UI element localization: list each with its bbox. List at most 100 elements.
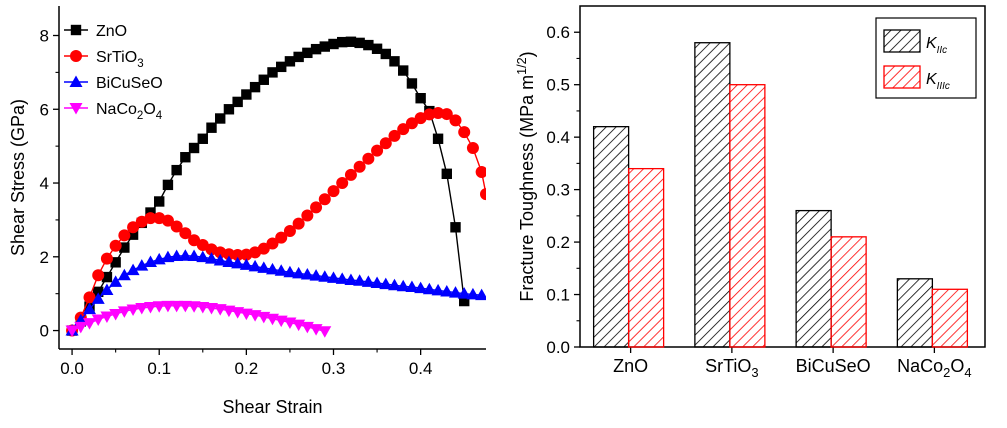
data-point — [161, 214, 174, 227]
legend-item: NaCo2O4 — [64, 101, 163, 122]
data-point — [449, 114, 462, 127]
category-label: BiCuSeO — [796, 356, 871, 376]
data-point — [353, 274, 367, 286]
data-point — [196, 250, 210, 263]
legend-label-base: ZnO — [96, 23, 127, 40]
x-axis-title: Shear Strain — [222, 397, 322, 417]
category-label-sub2: 4 — [964, 365, 971, 380]
data-point — [440, 108, 453, 121]
y-tick-label: 2 — [40, 248, 49, 267]
data-point — [83, 302, 96, 315]
data-point — [249, 81, 261, 93]
series-naco2o4 — [65, 300, 332, 338]
data-point — [318, 326, 332, 338]
data-point — [239, 258, 253, 270]
data-point — [459, 295, 470, 307]
category-label: SrTiO3 — [705, 356, 759, 380]
legend-label: KIIIc — [926, 71, 950, 92]
bar-kiiic — [830, 236, 867, 348]
legend-marker — [70, 50, 82, 62]
legend-label: SrTiO3 — [96, 49, 144, 70]
data-point — [135, 259, 149, 271]
category-label-sub: 2 — [943, 365, 950, 380]
data-point — [302, 47, 313, 59]
data-point — [361, 275, 375, 287]
data-point — [398, 65, 409, 76]
data-point — [319, 41, 330, 52]
y-tick-label: 0.4 — [546, 128, 570, 147]
data-point — [223, 104, 235, 115]
data-point — [475, 165, 486, 178]
series-srtio3 — [66, 106, 486, 337]
data-point — [258, 74, 269, 85]
data-point — [135, 303, 149, 315]
category-label-tail: O — [950, 356, 964, 376]
data-point — [370, 276, 384, 288]
legend-label-sub: IIc — [937, 45, 948, 56]
data-point — [466, 141, 479, 154]
data-point — [300, 267, 314, 280]
legend-item: KIIIc — [883, 65, 950, 92]
data-point — [335, 272, 349, 284]
data-point — [100, 283, 114, 295]
bar-kiiic — [627, 167, 665, 348]
data-point — [344, 273, 358, 286]
data-point — [432, 133, 444, 144]
legend-label-base: NaCo — [96, 101, 137, 118]
legend-marker — [69, 75, 83, 87]
data-point — [310, 43, 322, 55]
x-tick-label: 0.3 — [322, 359, 346, 378]
legend-label-base: K — [926, 71, 938, 88]
data-point — [170, 300, 184, 313]
plot-frame — [579, 5, 986, 348]
data-point — [371, 43, 383, 54]
y-tick-label: 0.3 — [546, 181, 570, 200]
data-point — [388, 278, 401, 291]
legend-label-tail: O — [143, 101, 155, 118]
bar-kiiic — [931, 288, 969, 348]
data-point — [100, 311, 114, 324]
data-point — [154, 196, 165, 207]
bar-kiic — [795, 209, 832, 348]
data-point — [292, 266, 306, 279]
data-point — [206, 122, 217, 133]
data-point — [397, 123, 410, 136]
data-point — [275, 231, 288, 244]
data-point — [65, 325, 79, 338]
y-tick-label: 8 — [40, 27, 49, 46]
series-bicuseo — [65, 249, 486, 336]
data-point — [257, 261, 271, 273]
data-point — [422, 282, 436, 295]
bar-kiiic — [729, 84, 766, 348]
data-point — [309, 269, 323, 281]
data-point — [379, 137, 392, 150]
data-point — [276, 61, 287, 73]
data-point — [161, 300, 175, 313]
y-tick-label: 0.2 — [546, 233, 570, 252]
data-point — [110, 257, 121, 268]
data-point — [126, 304, 140, 317]
data-point — [293, 51, 304, 63]
category-label-base: NaCo — [897, 356, 943, 376]
data-point — [414, 281, 428, 294]
data-point — [231, 248, 244, 261]
data-point — [187, 249, 201, 262]
data-point — [396, 279, 410, 292]
data-point — [466, 287, 480, 300]
data-point — [283, 265, 297, 278]
data-point — [432, 106, 445, 119]
data-point — [449, 286, 462, 298]
legend-item: SrTiO3 — [64, 49, 144, 70]
x-tick-label: 0.0 — [60, 359, 84, 378]
data-point — [354, 37, 365, 49]
data-point — [362, 152, 375, 165]
y-tick-label: 0.0 — [546, 338, 570, 357]
data-point — [197, 133, 208, 144]
data-point — [109, 275, 123, 287]
data-point — [119, 242, 130, 253]
y-tick-label: 0.5 — [546, 76, 570, 95]
data-point — [310, 201, 323, 214]
y-axis-title: Fracture Toughness (MPa m1/2) — [515, 51, 537, 301]
legend: K IIc KIIIc — [875, 17, 977, 99]
